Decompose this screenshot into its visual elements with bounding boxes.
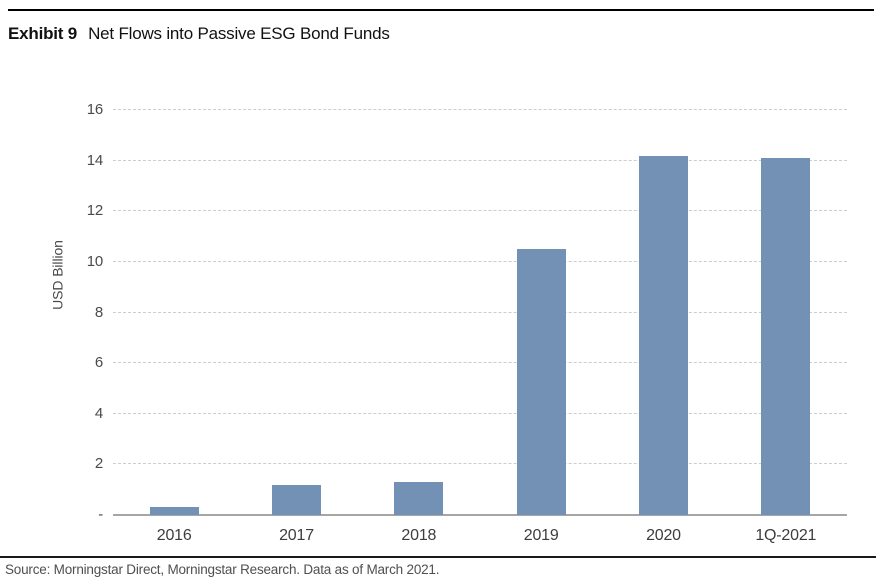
bar-1Q-2021	[761, 158, 811, 515]
plot-area	[113, 109, 847, 516]
y-tick-label-16: 16	[86, 101, 103, 118]
gridline-16	[113, 109, 847, 110]
source-note: Source: Morningstar Direct, Morningstar …	[5, 562, 440, 577]
gridline-14	[113, 159, 847, 161]
y-tick-label-14: 14	[86, 151, 103, 169]
bar-2020	[639, 155, 688, 515]
chart-title: Exhibit 9 Net Flows into Passive ESG Bond…	[8, 24, 390, 44]
x-tick-label-1Q-2021: 1Q-2021	[755, 527, 817, 544]
x-tick-label-2020: 2020	[646, 527, 681, 544]
top-divider	[8, 9, 874, 11]
x-axis-baseline	[113, 514, 847, 516]
gridline-2	[113, 463, 847, 465]
bar-2017	[272, 484, 321, 515]
y-axis-tick-labels: - 2 4 6 8 10 12 14 16	[0, 102, 103, 523]
x-tick-label-2019: 2019	[523, 527, 559, 544]
gridline-10	[113, 260, 847, 262]
x-axis-tick-labels: 2016 2017 2018 2019 2020 1Q-2021	[113, 527, 847, 547]
bar-2019	[516, 249, 566, 515]
bar-2018	[394, 482, 444, 515]
y-tick-label-12: 12	[86, 202, 103, 220]
gridline-4	[113, 412, 847, 414]
y-tick-label-4: 4	[94, 404, 103, 422]
x-tick-label-2016: 2016	[156, 527, 192, 544]
exhibit-number-label: Exhibit 9	[8, 24, 78, 43]
x-tick-label-2018: 2018	[401, 527, 437, 544]
gridline-12	[113, 210, 847, 212]
gridline-8	[113, 311, 847, 313]
bar-2016	[149, 507, 199, 515]
bottom-divider	[0, 556, 876, 558]
y-tick-label-10: 10	[86, 252, 103, 270]
y-tick-label-0: -	[98, 506, 103, 523]
y-tick-label-8: 8	[94, 303, 103, 321]
y-tick-label-2: 2	[94, 455, 103, 473]
chart-title-text: Net Flows into Passive ESG Bond Funds	[88, 24, 390, 43]
gridline-6	[113, 362, 847, 364]
y-tick-label-6: 6	[94, 354, 103, 372]
x-tick-label-2017: 2017	[279, 527, 314, 544]
